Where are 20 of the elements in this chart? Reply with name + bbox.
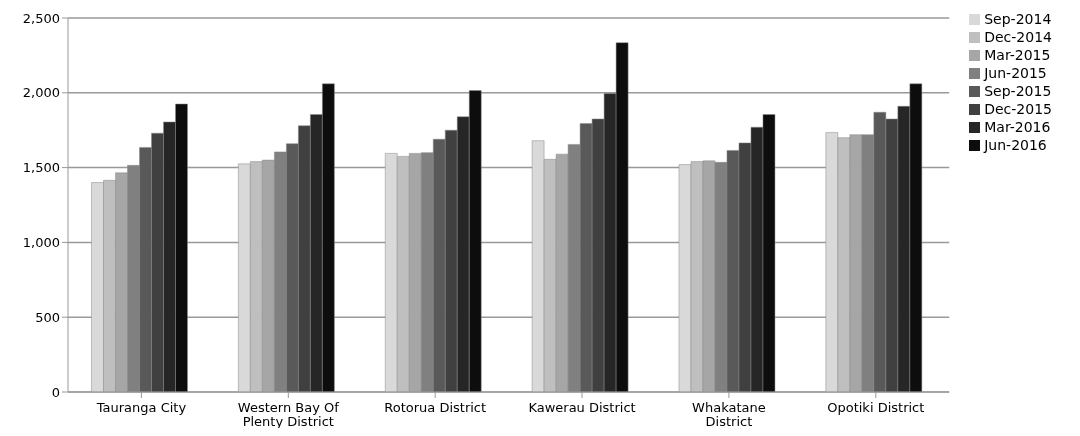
legend-label: Dec-2015 — [984, 101, 1052, 117]
y-tick-label: 2,000 — [22, 85, 60, 101]
legend-label: Jun-2015 — [984, 65, 1047, 81]
legend-label: Dec-2014 — [984, 29, 1052, 45]
y-tick-label: 1,500 — [22, 160, 60, 176]
legend-label: Mar-2016 — [984, 119, 1051, 135]
x-tick-label: Opotiki District — [827, 400, 925, 415]
y-tick-label: 0 — [51, 384, 60, 400]
y-tick-label: 500 — [35, 309, 60, 325]
x-tick-label: Tauranga City — [95, 400, 187, 415]
legend-label: Mar-2015 — [984, 47, 1051, 63]
x-tick-label: Western Bay Of Plenty District — [237, 400, 340, 429]
x-tick-label: Rotorua District — [384, 400, 487, 415]
legend-label: Jun-2016 — [984, 137, 1047, 153]
legend-label: Sep-2015 — [984, 83, 1052, 99]
x-tick-label: Kawerau District — [528, 400, 636, 415]
y-tick-label: 1,000 — [22, 235, 60, 251]
y-tick-label: 2,500 — [22, 10, 60, 26]
legend-label: Sep-2014 — [984, 11, 1052, 27]
x-tick-label: Whakatane District — [692, 400, 766, 429]
